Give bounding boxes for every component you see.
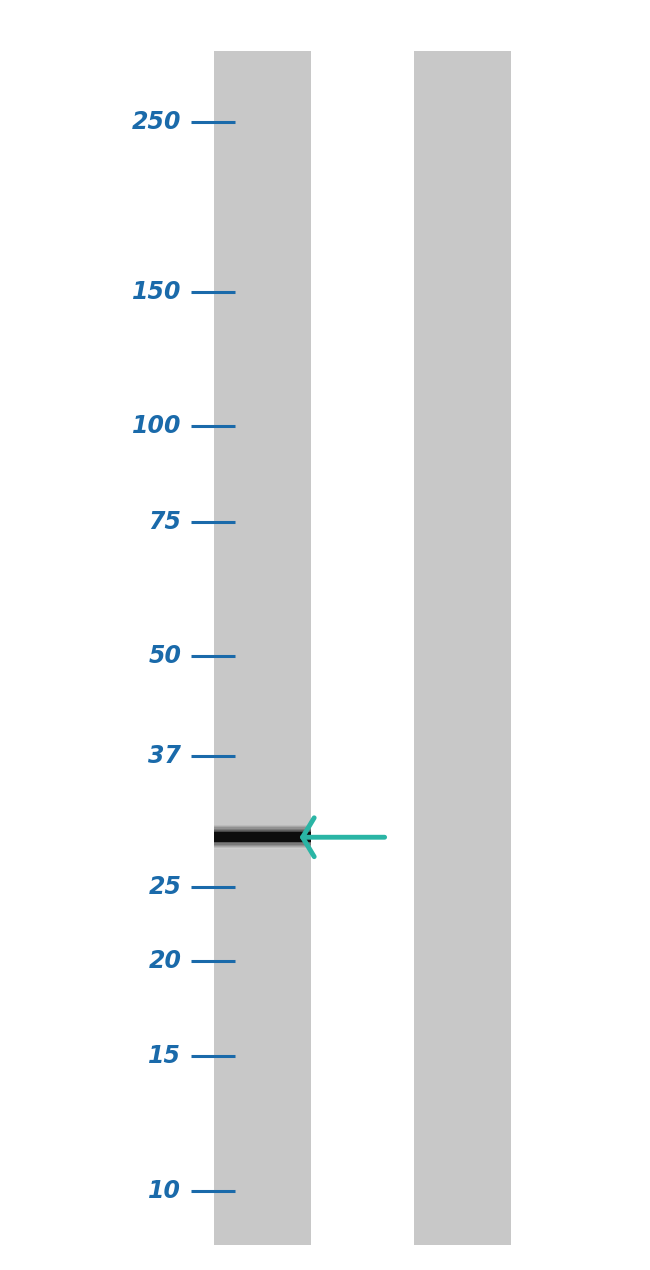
Text: 50: 50 — [148, 644, 181, 668]
Bar — [214, 832, 311, 842]
Text: 150: 150 — [132, 279, 181, 304]
Text: 10: 10 — [148, 1179, 181, 1203]
Bar — [214, 51, 311, 1245]
Text: 15: 15 — [148, 1044, 181, 1068]
Text: 100: 100 — [132, 414, 181, 438]
Text: 75: 75 — [148, 509, 181, 533]
Text: 20: 20 — [148, 949, 181, 973]
Bar — [414, 51, 511, 1245]
Text: 250: 250 — [132, 110, 181, 135]
Text: 25: 25 — [148, 875, 181, 898]
Text: 37: 37 — [148, 744, 181, 768]
